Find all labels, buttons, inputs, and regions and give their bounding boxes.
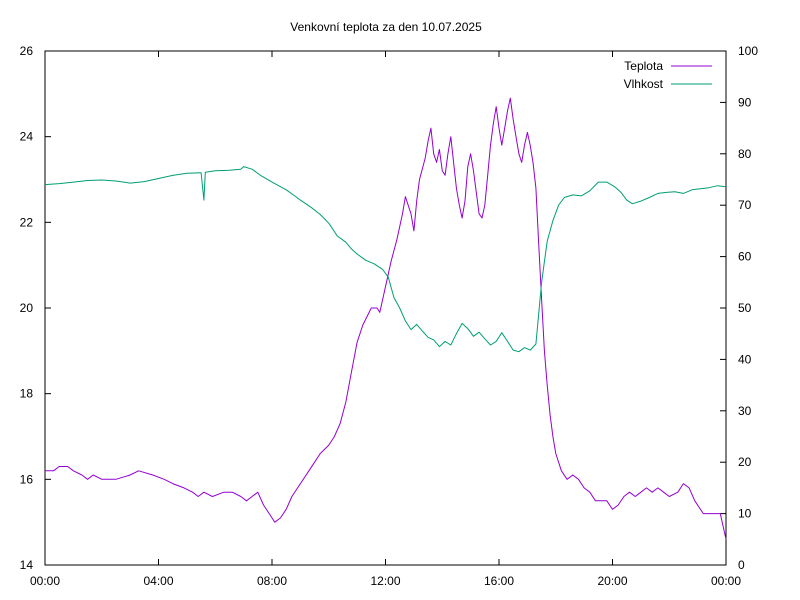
series-layer [44,97,727,540]
x-tick-label: 00:00 [711,574,741,588]
y2-tick-label: 70 [738,198,752,212]
x-tick-label: 12:00 [370,574,400,588]
y-tick-label: 26 [20,44,34,58]
chart-title: Venkovní teplota za den 10.07.2025 [290,20,482,34]
x-tick-label: 20:00 [597,574,627,588]
y2-tick-label: 90 [738,95,752,109]
x-tick-label: 08:00 [257,574,287,588]
legend-label-teplota: Teplota [624,59,663,73]
y2-tick-label: 30 [738,404,752,418]
y-axis-left: 14 16 18 20 22 24 26 [20,44,51,572]
plot-frame [44,50,727,566]
series-line-vlhkost [44,166,727,353]
y2-tick-label: 80 [738,147,752,161]
x-tick-label: 04:00 [143,574,173,588]
x-tick-label: 16:00 [484,574,514,588]
y-tick-label: 16 [20,472,34,486]
y2-tick-label: 10 [738,507,752,521]
y2-tick-label: 40 [738,352,752,366]
x-tick-label: 00:00 [30,574,60,588]
y-tick-label: 18 [20,387,34,401]
y2-tick-label: 0 [738,558,745,572]
y2-tick-label: 20 [738,455,752,469]
x-axis: 00:00 04:00 08:00 12:00 16:00 20:00 00:00 [30,51,741,588]
y-tick-label: 24 [20,130,34,144]
y2-tick-label: 60 [738,250,752,264]
y-tick-label: 20 [20,301,34,315]
y-tick-label: 14 [20,558,34,572]
y2-tick-label: 100 [738,44,758,58]
y2-tick-label: 50 [738,301,752,315]
y-tick-label: 22 [20,215,34,229]
y-axis-right: 0 10 20 30 40 50 60 70 80 90 100 [720,44,758,572]
series-line-teplota [45,97,727,540]
legend-label-vlhkost: Vlhkost [624,77,664,91]
legend: Teplota Vlhkost [624,59,712,91]
